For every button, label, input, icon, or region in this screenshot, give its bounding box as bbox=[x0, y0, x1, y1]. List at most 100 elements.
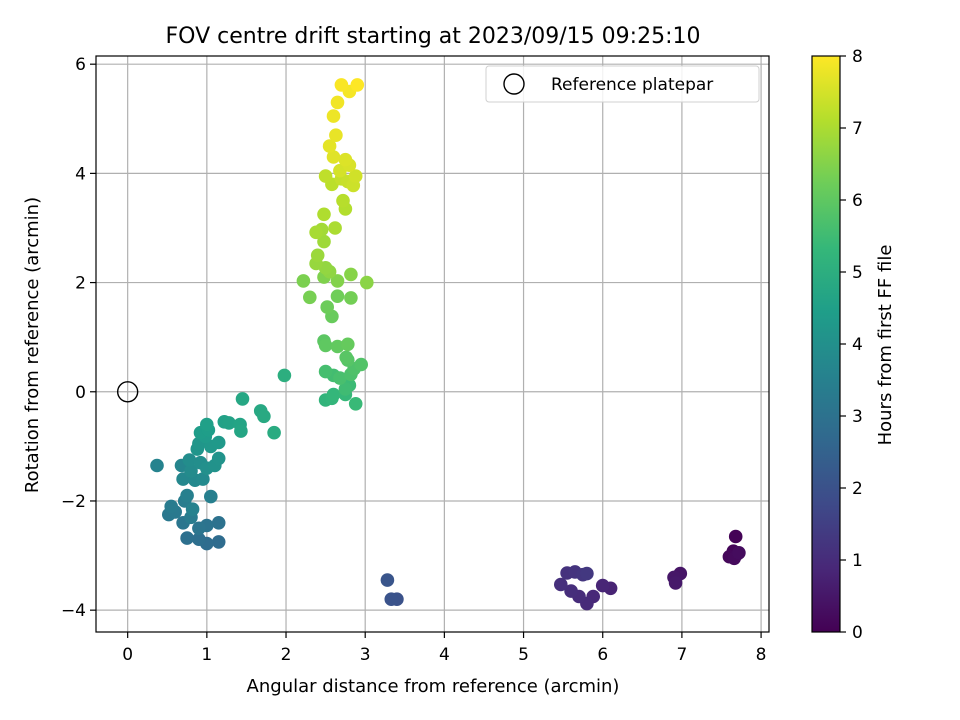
colorbar: 0 1 2 3 4 5 6 7 8 Hours from first FF file bbox=[811, 47, 896, 643]
data-point bbox=[326, 109, 341, 123]
data-point bbox=[564, 584, 578, 598]
data-point bbox=[211, 516, 226, 530]
y-axis: −4 −2 0 2 4 6 bbox=[61, 55, 96, 621]
colorbar-gradient bbox=[812, 56, 840, 632]
data-point bbox=[350, 78, 365, 92]
data-point bbox=[338, 152, 353, 167]
data-point bbox=[192, 532, 206, 546]
data-point bbox=[668, 576, 683, 590]
data-point bbox=[277, 368, 292, 383]
data-point bbox=[200, 417, 214, 432]
data-point bbox=[344, 267, 358, 282]
y-tick-label: 6 bbox=[75, 55, 86, 75]
data-point bbox=[204, 489, 218, 504]
data-point bbox=[317, 234, 331, 249]
data-point bbox=[211, 451, 226, 466]
data-point bbox=[348, 169, 363, 183]
data-point bbox=[330, 289, 345, 304]
x-tick-label: 3 bbox=[360, 645, 371, 665]
colorbar-tick-label: 5 bbox=[852, 263, 863, 283]
data-point bbox=[341, 337, 355, 352]
data-point bbox=[192, 521, 206, 536]
y-tick-label: −2 bbox=[61, 492, 86, 512]
data-point bbox=[235, 392, 250, 406]
data-point bbox=[222, 416, 236, 430]
x-tick-label: 8 bbox=[756, 645, 767, 665]
data-point bbox=[310, 248, 325, 263]
data-point bbox=[180, 531, 194, 545]
reference-platepar-marker bbox=[116, 381, 139, 403]
data-point bbox=[185, 502, 200, 516]
y-axis-label: Rotation from reference (arcmin) bbox=[22, 197, 43, 493]
data-point bbox=[211, 535, 226, 549]
y-tick-label: 2 bbox=[75, 274, 86, 294]
data-point bbox=[318, 364, 333, 379]
data-point bbox=[580, 566, 594, 581]
legend-marker-icon bbox=[503, 73, 525, 95]
y-tick-label: −4 bbox=[61, 601, 86, 621]
chart-title: FOV centre drift starting at 2023/09/15 … bbox=[166, 24, 701, 49]
data-point bbox=[196, 472, 210, 486]
colorbar-tick-label: 2 bbox=[852, 479, 863, 499]
data-point bbox=[336, 193, 350, 208]
data-point bbox=[303, 290, 317, 305]
data-point bbox=[384, 592, 399, 606]
data-point bbox=[182, 453, 197, 467]
data-point bbox=[732, 546, 746, 560]
data-point bbox=[354, 357, 369, 372]
colorbar-tick-label: 7 bbox=[852, 119, 863, 139]
data-point bbox=[554, 577, 568, 592]
data-point bbox=[728, 529, 743, 544]
x-tick-label: 4 bbox=[439, 645, 450, 665]
data-point bbox=[330, 339, 345, 354]
data-point bbox=[296, 274, 311, 288]
data-point bbox=[211, 435, 226, 450]
data-point bbox=[309, 225, 323, 240]
data-point bbox=[348, 397, 363, 411]
data-point bbox=[164, 499, 178, 514]
colorbar-tick-label: 3 bbox=[852, 407, 863, 427]
data-point bbox=[380, 573, 395, 587]
x-tick-label: 1 bbox=[201, 645, 212, 665]
data-point bbox=[180, 488, 194, 503]
data-point bbox=[330, 274, 345, 288]
colorbar-ticks: 0 1 2 3 4 5 6 7 8 bbox=[840, 47, 863, 643]
data-point bbox=[326, 387, 341, 402]
colorbar-tick-label: 6 bbox=[852, 191, 863, 211]
x-tick-label: 7 bbox=[676, 645, 687, 665]
x-tick-label: 6 bbox=[597, 645, 608, 665]
data-point bbox=[344, 291, 358, 305]
x-tick-label: 2 bbox=[281, 645, 292, 665]
data-point bbox=[318, 169, 333, 183]
y-tick-label: 0 bbox=[75, 383, 86, 403]
data-point bbox=[330, 95, 345, 110]
data-point bbox=[328, 221, 342, 235]
data-point bbox=[326, 150, 341, 164]
x-tick-label: 0 bbox=[122, 645, 133, 665]
x-axis-label: Angular distance from reference (arcmin) bbox=[247, 676, 620, 697]
data-point bbox=[267, 425, 281, 440]
data-point bbox=[318, 338, 333, 353]
data-point bbox=[320, 300, 335, 314]
colorbar-tick-label: 0 bbox=[852, 623, 863, 643]
colorbar-tick-label: 4 bbox=[852, 335, 863, 355]
colorbar-label: Hours from first FF file bbox=[875, 245, 896, 446]
data-point bbox=[338, 382, 353, 396]
x-tick-label: 5 bbox=[518, 645, 529, 665]
x-axis: 0 1 2 3 4 5 6 7 8 bbox=[122, 632, 766, 665]
y-tick-label: 4 bbox=[75, 164, 86, 184]
data-point bbox=[329, 128, 343, 142]
data-point bbox=[184, 464, 198, 478]
plot-frame bbox=[95, 55, 770, 633]
data-point bbox=[339, 350, 354, 365]
data-point bbox=[150, 458, 164, 473]
colorbar-tick-label: 1 bbox=[852, 551, 863, 571]
data-point bbox=[317, 207, 331, 222]
legend-box bbox=[485, 65, 760, 103]
data-point bbox=[360, 275, 374, 290]
legend-entry-label: Reference platepar bbox=[551, 75, 713, 95]
data-points bbox=[116, 78, 746, 611]
data-point bbox=[257, 409, 271, 424]
data-point bbox=[333, 371, 347, 385]
